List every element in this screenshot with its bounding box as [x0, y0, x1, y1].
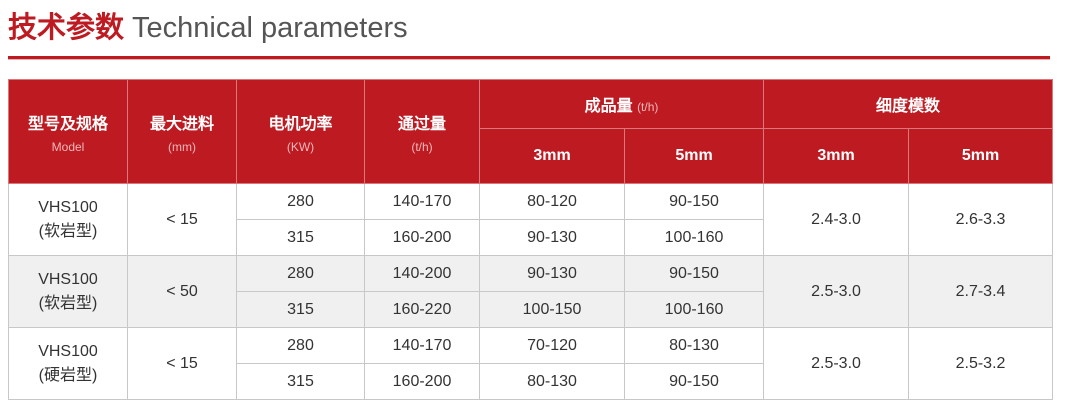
cell-fineness-3mm: 2.5-3.0 — [763, 255, 909, 328]
cell-output-3mm: 80-130 — [479, 363, 625, 400]
cell-power: 315 — [236, 291, 365, 328]
cell-fineness-5mm: 2.5-3.2 — [907, 327, 1054, 400]
cell-throughput: 160-200 — [364, 219, 480, 256]
cell-fineness-3mm: 2.4-3.0 — [763, 183, 909, 256]
cell-throughput: 160-220 — [364, 291, 480, 328]
cell-power: 315 — [236, 219, 365, 256]
cell-output-3mm: 80-120 — [479, 183, 625, 220]
table-row: 315 160-220 100-150 100-160 — [9, 291, 1053, 328]
cell-output-3mm: 100-150 — [479, 291, 625, 328]
cell-output-3mm: 90-130 — [479, 219, 625, 256]
cell-power: 280 — [236, 183, 365, 220]
header-output-5mm: 5mm — [624, 128, 764, 184]
cell-output-3mm: 90-130 — [479, 255, 625, 292]
cell-fineness-5mm: 2.7-3.4 — [907, 255, 1054, 328]
cell-feed: < 50 — [127, 255, 237, 328]
cell-power: 280 — [236, 255, 365, 292]
cell-model: VHS100 (软岩型) — [8, 183, 128, 256]
cell-throughput: 140-170 — [364, 327, 480, 364]
parameters-table: 型号及规格 Model 最大进料 (mm) 电机功率 (KW) 通过量 (t/h) 成品… — [8, 79, 1054, 400]
header-feed: 最大进料 (mm) — [127, 79, 237, 184]
header-throughput: 通过量 (t/h) — [364, 79, 480, 184]
cell-throughput: 160-200 — [364, 363, 480, 400]
cell-output-3mm: 70-120 — [479, 327, 625, 364]
header-fineness-3mm: 3mm — [763, 128, 909, 184]
cell-power: 280 — [236, 327, 365, 364]
cell-output-5mm: 100-160 — [624, 219, 764, 256]
title-divider — [8, 56, 1050, 60]
cell-throughput: 140-170 — [364, 183, 480, 220]
cell-output-5mm: 100-160 — [624, 291, 764, 328]
header-fineness: 细度模数 — [762, 79, 1054, 129]
cell-fineness-5mm: 2.6-3.3 — [907, 183, 1054, 256]
cell-output-5mm: 80-130 — [624, 327, 764, 364]
cell-throughput: 140-200 — [364, 255, 480, 292]
header-model: 型号及规格 Model — [8, 79, 128, 184]
cell-model: VHS100 (软岩型) — [8, 255, 128, 328]
table-row: VHS100 (硬岩型) < 15 280 140-170 70-120 80-130 2.5… — [8, 327, 1054, 400]
table-row: 315 160-200 90-130 100-160 — [9, 219, 1053, 256]
cell-power: 315 — [236, 363, 365, 400]
cell-feed: < 15 — [127, 183, 237, 256]
cell-feed: < 15 — [127, 327, 237, 400]
table-row: 315 160-200 80-130 90-150 — [9, 363, 1053, 400]
cell-output-5mm: 90-150 — [624, 183, 764, 220]
header-output: 成品量 (t/h) — [479, 79, 764, 129]
page-title: 技术参数 Technical parameters — [8, 10, 408, 44]
header-power: 电机功率 (KW) — [236, 79, 365, 184]
cell-fineness-3mm: 2.5-3.0 — [763, 327, 909, 400]
header-fineness-5mm: 5mm — [907, 128, 1054, 184]
table-row: VHS100 (软岩型) < 50 280 140-200 90-130 90-150 2.5… — [8, 255, 1054, 328]
table-row: VHS100 (软岩型) < 15 280 140-170 80-120 90-150 2.4… — [8, 183, 1054, 256]
cell-output-5mm: 90-150 — [624, 255, 764, 292]
cell-output-5mm: 90-150 — [624, 363, 764, 400]
header-output-3mm: 3mm — [479, 128, 625, 184]
cell-model: VHS100 (硬岩型) — [8, 327, 128, 400]
